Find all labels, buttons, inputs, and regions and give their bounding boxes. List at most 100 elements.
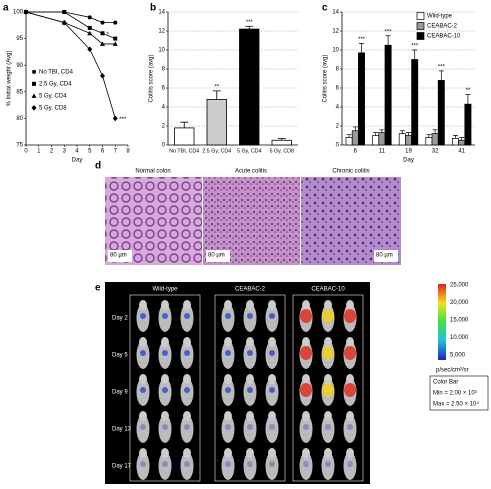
bar bbox=[405, 135, 412, 146]
colorbar-label: 15,000 bbox=[450, 318, 469, 324]
y-tick-label: 90 bbox=[16, 63, 23, 69]
signal bbox=[225, 350, 231, 356]
x-tick-label: 6 bbox=[101, 149, 105, 155]
error-bar bbox=[212, 90, 221, 100]
row-label: Day 17 bbox=[112, 464, 132, 470]
signal bbox=[322, 383, 334, 397]
x-tick-label: 32 bbox=[432, 149, 439, 155]
bar bbox=[437, 80, 445, 146]
error-bar bbox=[459, 137, 465, 141]
mouse-head bbox=[224, 448, 232, 458]
legend-label: 5 Gy, CD8 bbox=[39, 105, 67, 111]
error-bar bbox=[452, 135, 458, 139]
mouse-head bbox=[302, 448, 310, 458]
error-bar bbox=[426, 134, 432, 138]
significance: ** bbox=[214, 84, 219, 90]
mouse-head bbox=[224, 337, 232, 347]
image-panel bbox=[129, 294, 201, 482]
y-tick-label: 2 bbox=[336, 124, 340, 130]
box-title: Color Bar bbox=[433, 380, 458, 386]
scale-box bbox=[374, 250, 398, 262]
error-bar bbox=[277, 137, 286, 141]
y-tick-label: 0 bbox=[162, 143, 166, 149]
mouse-head bbox=[224, 300, 232, 310]
x-tick-label: 41 bbox=[458, 149, 465, 155]
y-tick-label: 85 bbox=[16, 89, 23, 95]
image-panel bbox=[214, 294, 286, 482]
signal bbox=[300, 383, 312, 397]
mouse-head bbox=[346, 411, 354, 421]
mouse-head bbox=[324, 448, 332, 458]
significance: *** bbox=[358, 37, 366, 43]
signal bbox=[162, 313, 168, 319]
significance: *** bbox=[246, 20, 254, 26]
error-bar bbox=[180, 121, 189, 128]
marker bbox=[87, 25, 92, 30]
y-axis-label: Colitis score (avg) bbox=[323, 54, 329, 102]
x-tick-label: 3 bbox=[63, 149, 67, 155]
scale-label: 80 µm bbox=[208, 253, 225, 259]
y-tick-label: 4 bbox=[336, 105, 340, 111]
marker bbox=[100, 41, 105, 46]
signal bbox=[347, 424, 353, 430]
marker bbox=[87, 30, 93, 36]
y-tick-label: 4 bbox=[162, 105, 166, 111]
signal bbox=[225, 424, 231, 430]
legend-marker bbox=[31, 93, 37, 98]
colorbar-box bbox=[429, 375, 489, 411]
signal bbox=[269, 387, 275, 393]
legend-label: No TBI, CD4 bbox=[39, 69, 74, 75]
x-tick-label: 5 Gy, CD4 bbox=[237, 148, 261, 154]
colorbar bbox=[438, 284, 446, 360]
signal bbox=[184, 424, 190, 430]
error-bar bbox=[465, 94, 471, 105]
mouse bbox=[158, 452, 172, 480]
legend-label: Wild-type bbox=[427, 14, 453, 20]
mouse bbox=[243, 415, 257, 443]
legend-label: CEABAC-10 bbox=[427, 34, 461, 40]
group-label: CEABAC-10 bbox=[311, 287, 345, 293]
bar bbox=[351, 130, 359, 146]
error-bar bbox=[379, 129, 385, 133]
signal bbox=[322, 346, 334, 360]
mouse bbox=[299, 415, 313, 443]
marker bbox=[112, 115, 118, 122]
mouse-head bbox=[139, 300, 147, 310]
signal bbox=[269, 350, 275, 356]
error-bar bbox=[359, 43, 365, 53]
mouse-head bbox=[302, 337, 310, 347]
significance: ** bbox=[466, 88, 471, 94]
y-tick-label: 8 bbox=[162, 67, 166, 73]
y-tick-label: 80 bbox=[16, 116, 23, 122]
marker bbox=[100, 31, 105, 36]
mouse bbox=[136, 415, 150, 443]
error-bar bbox=[373, 132, 379, 136]
signal bbox=[184, 461, 190, 467]
bar bbox=[206, 99, 227, 146]
mouse-head bbox=[346, 300, 354, 310]
mouse-head bbox=[268, 448, 276, 458]
signal bbox=[247, 313, 253, 319]
mouse bbox=[243, 452, 257, 480]
signal bbox=[225, 313, 231, 319]
marker bbox=[100, 20, 105, 25]
colorbar-label: 20,000 bbox=[450, 300, 469, 306]
mouse bbox=[265, 415, 279, 443]
bar bbox=[464, 103, 472, 146]
error-bar bbox=[432, 129, 438, 134]
mouse-head bbox=[224, 374, 232, 384]
imaging: p/sec/cm²/sr Color Bar Min = 2.00 × 10³ … bbox=[105, 282, 489, 484]
signal bbox=[140, 424, 146, 430]
mouse-head bbox=[246, 300, 254, 310]
scale-box bbox=[108, 250, 132, 262]
histology: Normal colon Acute colitis Chronic colit… bbox=[105, 169, 401, 265]
mouse-head bbox=[183, 448, 191, 458]
min: Min = 2.00 × 10³ bbox=[433, 391, 477, 397]
marker bbox=[112, 41, 118, 46]
bar bbox=[425, 137, 433, 146]
signal bbox=[344, 383, 356, 397]
signal bbox=[184, 387, 190, 393]
y-tick-label: 95 bbox=[16, 36, 23, 42]
bar bbox=[174, 127, 195, 146]
y-tick-label: 2 bbox=[162, 124, 166, 130]
